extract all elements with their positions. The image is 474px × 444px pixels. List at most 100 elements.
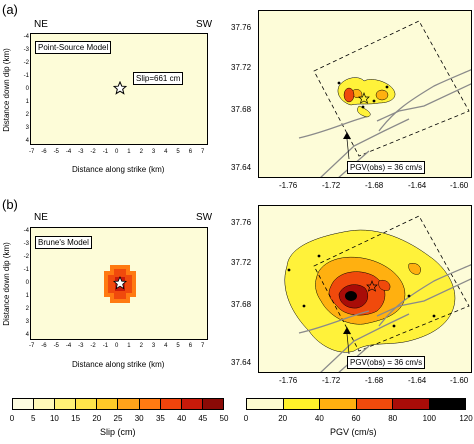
dip-tick-label: -2 bbox=[23, 60, 29, 66]
hypocenter-star-icon bbox=[113, 81, 127, 95]
colorbar-tick-label: 50 bbox=[219, 414, 229, 423]
strike-tick-label: -6 bbox=[41, 149, 47, 155]
colorbar-tick-label: 5 bbox=[30, 414, 36, 423]
strike-tick-label: 2 bbox=[139, 149, 143, 155]
colorbar-tick-label: 40 bbox=[314, 414, 324, 423]
strike-tick-label: -5 bbox=[53, 149, 59, 155]
dip-tick-label: -3 bbox=[23, 47, 29, 53]
strike-tick-label: -5 bbox=[53, 343, 59, 349]
model-label-a: Point-Source Model bbox=[35, 41, 112, 54]
colorbar-tick-label: 15 bbox=[71, 414, 81, 423]
colorbar-swatch bbox=[55, 399, 77, 409]
panel-a-letter: (a) bbox=[2, 2, 18, 17]
strike-tick-label: -4 bbox=[65, 149, 72, 155]
colorbar-tick-label: 30 bbox=[134, 414, 144, 423]
strike-tick-label: 1 bbox=[127, 343, 131, 349]
dip-tick-label: 4 bbox=[25, 332, 29, 338]
dip-tick-label: -3 bbox=[23, 241, 29, 247]
strike-tick-label: 0 bbox=[115, 343, 119, 349]
strike-tick-label: -1 bbox=[102, 343, 109, 349]
lon-tick-label: -1.76 bbox=[279, 376, 298, 385]
colorbar-tick-label: 25 bbox=[113, 414, 123, 423]
dip-tick-label: 0 bbox=[25, 86, 29, 92]
lon-tick-label: -1.76 bbox=[279, 181, 298, 190]
colorbar-tick-label: 60 bbox=[351, 414, 361, 423]
pgv-label-b: PGV(obs) = 36 cm/s bbox=[347, 356, 426, 369]
colorbar-swatch bbox=[320, 399, 357, 409]
lat-tick-label: 37.72 bbox=[231, 63, 252, 72]
lat-tick-label: 37.68 bbox=[231, 105, 252, 114]
lat-tick-label: 37.68 bbox=[231, 300, 252, 309]
strike-axis-label-a: Distance along strike (km) bbox=[72, 165, 165, 174]
colorbar-tick-label: 80 bbox=[388, 414, 398, 423]
colorbar-tick-label: 0 bbox=[9, 414, 15, 423]
lat-tick-label: 37.64 bbox=[231, 163, 252, 172]
colorbar-swatch bbox=[97, 399, 119, 409]
strike-tick-label: 3 bbox=[151, 343, 156, 349]
lat-tick-label: 37.76 bbox=[231, 23, 252, 32]
colorbar-tick-label: 45 bbox=[198, 414, 208, 423]
colorbar-swatch bbox=[139, 399, 161, 409]
strike-tick-label: -7 bbox=[29, 343, 35, 349]
lat-tick-label: 37.64 bbox=[231, 358, 252, 367]
colorbar-tick-label: 40 bbox=[177, 414, 187, 423]
dip-tick-label: 4 bbox=[25, 138, 29, 144]
colorbar-tick-label: 120 bbox=[459, 414, 473, 423]
lat-tick-label: 37.72 bbox=[231, 258, 252, 267]
panel-b-ne-label: NE bbox=[34, 212, 48, 223]
dip-tick-label: -1 bbox=[23, 267, 29, 273]
strike-tick-label: -2 bbox=[90, 149, 96, 155]
strike-tick-label: 0 bbox=[115, 149, 119, 155]
strike-tick-label: -7 bbox=[29, 149, 35, 155]
colorbar-swatch bbox=[429, 399, 465, 409]
slip-colorbar-title: Slip (cm) bbox=[100, 427, 136, 437]
strike-tick-label: 6 bbox=[188, 149, 193, 155]
pgv-colorbar bbox=[246, 398, 466, 410]
strike-axis-label-b: Distance along strike (km) bbox=[72, 360, 165, 369]
colorbar-tick-label: 100 bbox=[422, 414, 437, 423]
colorbar-swatch bbox=[393, 399, 430, 409]
colorbar-swatch bbox=[160, 399, 182, 409]
colorbar-tick-label: 20 bbox=[278, 414, 288, 423]
lon-tick-label: -1.64 bbox=[408, 376, 427, 385]
colorbar-swatch bbox=[76, 399, 98, 409]
colorbar-swatch bbox=[13, 399, 35, 409]
lon-tick-label: -1.60 bbox=[450, 181, 469, 190]
dip-tick-label: -4 bbox=[23, 228, 29, 234]
lat-tick-label: 37.76 bbox=[231, 218, 252, 227]
lon-tick-label: -1.64 bbox=[408, 181, 427, 190]
strike-tick-label: 2 bbox=[139, 343, 143, 349]
strike-tick-label: -3 bbox=[78, 149, 84, 155]
colorbar-swatch bbox=[118, 399, 140, 409]
lon-tick-label: -1.72 bbox=[322, 181, 341, 190]
strike-tick-label: -3 bbox=[78, 343, 84, 349]
dip-tick-label: 0 bbox=[25, 280, 29, 286]
colorbar-tick-label: 10 bbox=[49, 414, 59, 423]
strike-tick-label: 7 bbox=[201, 343, 205, 349]
strike-tick-label: 3 bbox=[151, 149, 156, 155]
dip-tick-label: -2 bbox=[23, 254, 29, 260]
strike-tick-label: 4 bbox=[164, 343, 168, 349]
strike-tick-label: 4 bbox=[164, 149, 168, 155]
dip-tick-label: 3 bbox=[25, 319, 29, 325]
colorbar-swatch bbox=[34, 399, 56, 409]
colorbar-tick-label: 0 bbox=[243, 414, 249, 423]
pgv-label-a: PGV(obs) = 36 cm/s bbox=[347, 161, 426, 174]
dip-tick-label: -1 bbox=[23, 73, 29, 79]
model-label-b: Brune's Model bbox=[35, 236, 92, 249]
strike-tick-label: -1 bbox=[102, 149, 109, 155]
map-a: PGV(obs) = 36 cm/s bbox=[258, 10, 472, 178]
strike-tick-label: -2 bbox=[90, 343, 96, 349]
dip-tick-label: 3 bbox=[25, 125, 29, 131]
map-b: PGV(obs) = 36 cm/s bbox=[258, 205, 472, 373]
map-b-drawing bbox=[284, 215, 471, 372]
colorbar-swatch bbox=[181, 399, 203, 409]
panel-a-sw-label: SW bbox=[196, 19, 213, 30]
dip-axis-label-a: Distance down dip (km) bbox=[2, 48, 11, 132]
colorbar-swatch bbox=[247, 399, 284, 409]
panel-b-letter: (b) bbox=[2, 197, 18, 212]
colorbar-tick-label: 35 bbox=[155, 414, 165, 423]
dip-tick-label: 2 bbox=[25, 306, 29, 312]
strike-tick-label: 1 bbox=[127, 149, 131, 155]
colorbar-swatch bbox=[283, 399, 320, 409]
